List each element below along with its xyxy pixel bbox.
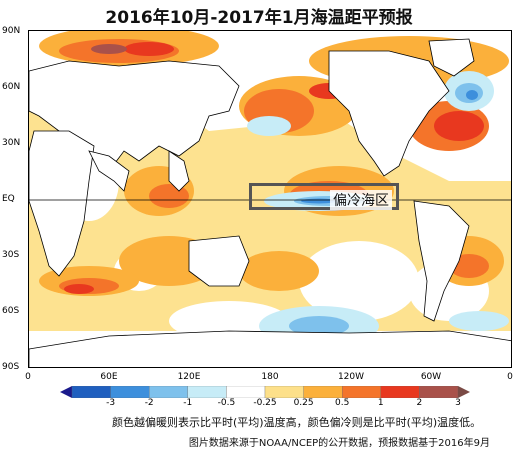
lon-label-0: 0 (25, 372, 31, 382)
colorbar-cell (342, 386, 381, 398)
anomaly-extreme (91, 44, 127, 54)
lat-label-60n: 60N (2, 82, 21, 92)
lon-label-60w: 60W (420, 372, 442, 382)
map-title: 2016年10月-2017年1月海温距平预报 (105, 8, 413, 28)
lon-label-180: 180 (261, 372, 279, 382)
colorbar-cell (303, 386, 343, 398)
colorbar-tick-label: 2 (416, 398, 423, 408)
lat-label-30n: 30N (2, 138, 21, 148)
colorbar-tick-label: -2 (144, 398, 154, 408)
colorbar-tick-label: 3 (455, 398, 461, 408)
colorbar-cell (264, 386, 304, 398)
colorbar-cell (380, 386, 420, 398)
map-svg (29, 31, 511, 367)
lon-label-120w: 120W (337, 372, 365, 382)
lat-label-eq: EQ (2, 194, 15, 204)
cold-region-label: 偏冷海区 (330, 190, 392, 210)
colorbar-cell (419, 386, 459, 398)
colorbar-tick-label: 1 (377, 398, 384, 408)
colorbar-tick-label: -0.5 (217, 398, 236, 408)
continents (29, 38, 511, 367)
colorbar (60, 386, 470, 398)
lon-label-120e: 120E (177, 372, 201, 382)
colorbar-cell (226, 386, 266, 398)
colorbar-tick-label: 0.5 (335, 398, 350, 408)
colorbar-cell (187, 386, 227, 398)
colorbar-tick-label: -3 (106, 398, 116, 408)
lat-label-60s: 60S (2, 306, 20, 316)
colorbar-tick-label: -1 (183, 398, 193, 408)
lat-label-90s: 90S (2, 362, 20, 372)
colorbar-tick-label: -0.25 (253, 398, 277, 408)
colorbar-max-arrow (458, 386, 470, 398)
lat-label-30s: 30S (2, 250, 20, 260)
caption-source: 图片数据来源于NOAA/NCEP的公开数据，预报数据基于2016年9月 (188, 438, 490, 449)
colorbar-min-arrow (60, 386, 72, 398)
lon-label-0-end: 0 (507, 372, 513, 382)
colorbar-cell (149, 386, 188, 398)
lon-label-60e: 60E (100, 372, 118, 382)
sst-anomaly-map (28, 30, 512, 368)
caption-explanation: 颜色越偏暖则表示比平时(平均)温度高，颜色偏冷则是比平时(平均)温度低。 (112, 416, 482, 429)
cold-region-box (249, 183, 399, 210)
colorbar-cell (110, 386, 150, 398)
colorbar-tick-label: 0.25 (293, 398, 314, 408)
lat-label-90n: 90N (2, 26, 21, 36)
colorbar-cell (71, 386, 111, 398)
